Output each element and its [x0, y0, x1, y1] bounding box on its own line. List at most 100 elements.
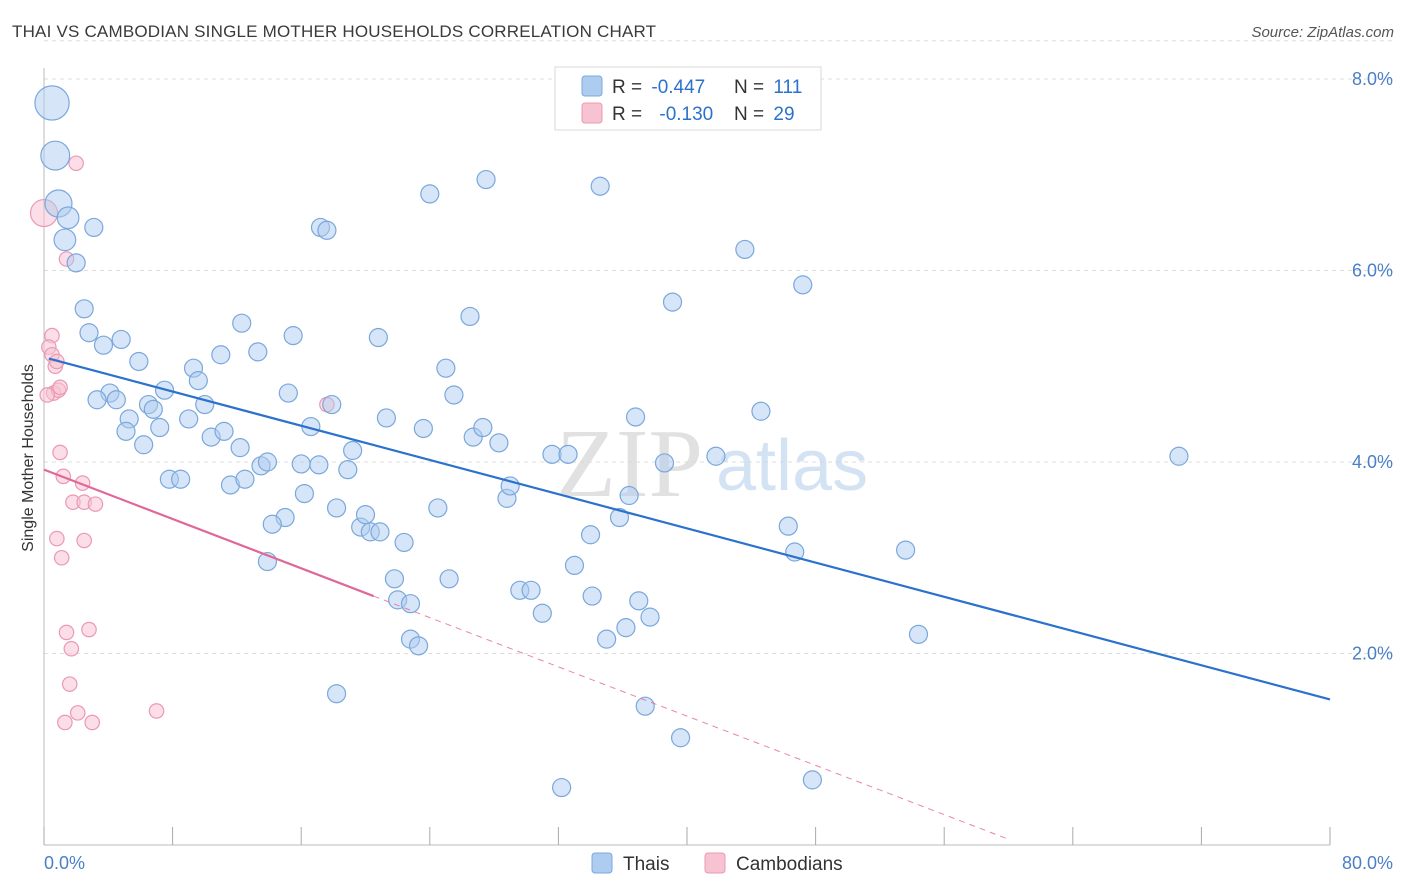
thai-point-27 [232, 313, 252, 333]
cambodian-point-21 [58, 624, 75, 641]
axes-layer [43, 68, 1331, 846]
legend-r-value-cambodians: -0.130 [659, 104, 713, 125]
thai-point-1 [40, 140, 71, 171]
thai-point-35 [235, 469, 255, 489]
x-tick-label-0: 0.0% [44, 853, 85, 873]
thai-point-101 [778, 516, 798, 536]
top-legend: R = -0.447 N = 111 R = -0.130 N = 29 [554, 66, 822, 131]
thai-point-19 [150, 417, 170, 438]
thai-point-38 [278, 383, 298, 403]
thai-point-18 [143, 399, 163, 419]
thai-point-95 [654, 453, 675, 473]
thai-point-64 [408, 636, 429, 656]
cambodian-point-12 [52, 444, 68, 461]
thai-point-74 [476, 169, 496, 190]
cambodian-point-25 [69, 705, 86, 721]
thai-point-84 [580, 525, 601, 545]
cambodian-point-22 [81, 621, 97, 638]
thai-point-103 [793, 275, 813, 295]
bottom-legend: Thais Cambodians [591, 852, 843, 875]
thai-point-75 [489, 433, 509, 453]
thai-point-85 [582, 586, 602, 606]
thai-trend-line [48, 357, 1331, 701]
thai-point-71 [460, 306, 480, 327]
thai-point-52 [326, 498, 347, 518]
svg-text:R = -0.447: R = -0.447 [612, 77, 705, 98]
thai-point-11 [129, 351, 149, 372]
thai-point-68 [436, 358, 456, 378]
thai-point-56 [370, 522, 390, 542]
thai-point-33 [171, 469, 191, 489]
thai-point-14 [106, 390, 126, 410]
thai-point-54 [355, 505, 376, 525]
thai-point-80 [542, 444, 562, 464]
bottom-legend-swatch-thais [591, 852, 613, 874]
thai-point-106 [326, 684, 347, 704]
thai-point-98 [706, 446, 726, 466]
thai-point-41 [309, 455, 329, 475]
thai-point-17 [116, 421, 136, 441]
thai-point-105 [552, 777, 572, 798]
thai-point-3 [56, 206, 80, 230]
thai-point-25 [195, 394, 215, 415]
thai-point-92 [629, 591, 649, 611]
thai-point-73 [473, 417, 493, 438]
cambodian-point-24 [61, 676, 78, 692]
cambodian-point-1 [68, 155, 84, 172]
thai-point-109 [1169, 446, 1189, 466]
thai-point-58 [376, 408, 396, 428]
thai-point-23 [188, 371, 208, 391]
thai-point-97 [670, 728, 691, 748]
thai-point-48 [317, 220, 337, 240]
thai-point-62 [400, 594, 421, 614]
thai-point-70 [439, 569, 459, 589]
thai-point-9 [93, 335, 114, 355]
y-tick-label-1: 4.0% [1352, 452, 1393, 472]
y-axis-label: Single Mother Households [20, 364, 37, 552]
thai-point-42 [294, 483, 315, 504]
thai-point-31 [230, 438, 250, 458]
cambodian-point-10 [52, 379, 68, 396]
thai-point-91 [625, 407, 646, 427]
cambodian-point-19 [76, 532, 92, 549]
cambodian-point-11 [39, 387, 56, 403]
thai-point-104 [802, 770, 822, 790]
thai-point-67 [428, 498, 448, 518]
cambodian-point-28 [148, 703, 165, 719]
svg-text:N = 29: N = 29 [734, 104, 795, 125]
legend-r-value-thais: -0.447 [651, 77, 705, 98]
thai-point-5 [84, 217, 104, 238]
legend-swatch-cambodians [581, 102, 603, 124]
thai-point-100 [751, 401, 771, 421]
thai-point-93 [635, 696, 655, 716]
cambodian-point-23 [63, 640, 80, 657]
thai-point-107 [896, 540, 916, 560]
cambodian-point-26 [57, 714, 73, 731]
trend-layer [43, 357, 1331, 840]
thai-point-89 [616, 618, 636, 638]
thai-point-40 [291, 454, 311, 474]
thai-point-51 [338, 460, 358, 480]
thai-point-6 [66, 253, 86, 273]
bottom-legend-swatch-cambodians [704, 852, 726, 874]
x-tick-label-1: 80.0% [1342, 853, 1393, 873]
thai-point-10 [111, 329, 131, 350]
legend-n-value-thais: 111 [773, 77, 802, 98]
thai-point-96 [662, 292, 683, 312]
thai-point-44 [262, 514, 282, 534]
svg-text:R = -0.130: R = -0.130 [612, 104, 713, 125]
thai-point-49 [322, 394, 342, 415]
thai-points [34, 85, 1189, 798]
thai-point-79 [521, 580, 541, 600]
thai-point-37 [257, 452, 278, 472]
thai-point-94 [640, 607, 660, 627]
y-tick-label-3: 8.0% [1352, 69, 1393, 89]
legend-n-label-thais: N = [734, 77, 769, 98]
thai-point-87 [597, 629, 617, 649]
thai-point-59 [384, 569, 405, 589]
thai-point-7 [74, 299, 94, 319]
bottom-legend-label-cambodians: Cambodians [736, 854, 843, 875]
thai-point-57 [368, 327, 388, 348]
thai-point-50 [343, 440, 363, 461]
thai-point-28 [248, 342, 268, 362]
